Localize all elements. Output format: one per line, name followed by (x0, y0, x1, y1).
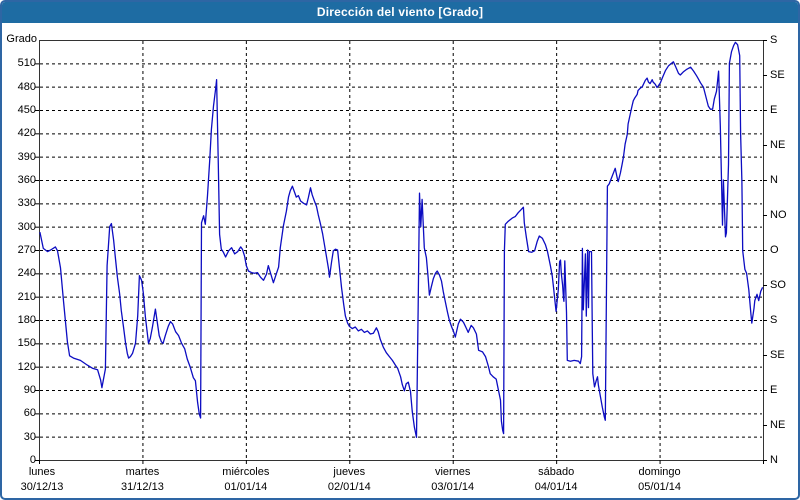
y-tick-label: 360 (17, 174, 36, 186)
day-date-label: 03/01/14 (431, 481, 475, 493)
y-tick-label: 90 (23, 384, 36, 396)
day-date-label: 02/01/14 (327, 481, 371, 493)
y-tick-label: 30 (23, 430, 36, 443)
compass-label: SO (770, 279, 786, 291)
compass-label: N (770, 454, 778, 466)
y-tick-label: 60 (23, 407, 36, 420)
day-date-label: 04/01/14 (534, 481, 578, 493)
compass-label: O (770, 244, 779, 256)
y-tick-label: 420 (17, 127, 36, 140)
y-tick-label: 180 (17, 314, 36, 326)
y-tick-label: 450 (17, 104, 36, 116)
compass-label: S (770, 34, 778, 46)
compass-label: NE (770, 419, 786, 431)
wind-direction-line (39, 41, 764, 439)
compass-label: S (770, 314, 778, 326)
y-tick-label: 510 (17, 57, 36, 70)
y-tick-label: 330 (17, 197, 36, 210)
day-name-label: miércoles (222, 466, 270, 478)
titlebar: Dirección del viento [Grado] (2, 2, 798, 23)
day-date-label: 01/01/14 (224, 481, 268, 493)
day-name-label: viernes (434, 466, 471, 478)
y-tick-label: 210 (17, 290, 36, 303)
y-tick-label: 240 (17, 267, 36, 280)
day-name-label: sábado (538, 466, 575, 478)
y-tick-label: 480 (17, 80, 36, 93)
y-axis-title: Grado (6, 33, 37, 45)
y-tick-label: 150 (17, 337, 36, 350)
compass-label: E (770, 384, 778, 396)
compass-label: SE (770, 349, 785, 361)
day-name-label: lunes (28, 466, 56, 478)
day-name-label: martes (125, 466, 160, 478)
compass-label: SE (770, 69, 785, 81)
chart-title: Dirección del viento [Grado] (316, 5, 484, 19)
y-tick-label: 0 (29, 454, 36, 466)
day-date-label: 05/01/14 (638, 481, 681, 493)
compass-label: NE (770, 139, 786, 151)
day-name-label: domingo (638, 466, 681, 478)
day-name-label: jueves (333, 466, 366, 478)
day-date-label: 30/12/13 (20, 481, 64, 493)
y-tick-label: 300 (17, 220, 36, 233)
compass-label: E (770, 104, 778, 116)
y-tick-label: 120 (17, 360, 36, 373)
y-tick-label: 270 (17, 244, 36, 256)
compass-label: NO (770, 209, 787, 221)
day-date-label: 31/12/13 (121, 481, 164, 493)
compass-label: N (770, 174, 778, 186)
y-tick-label: 390 (17, 150, 36, 163)
